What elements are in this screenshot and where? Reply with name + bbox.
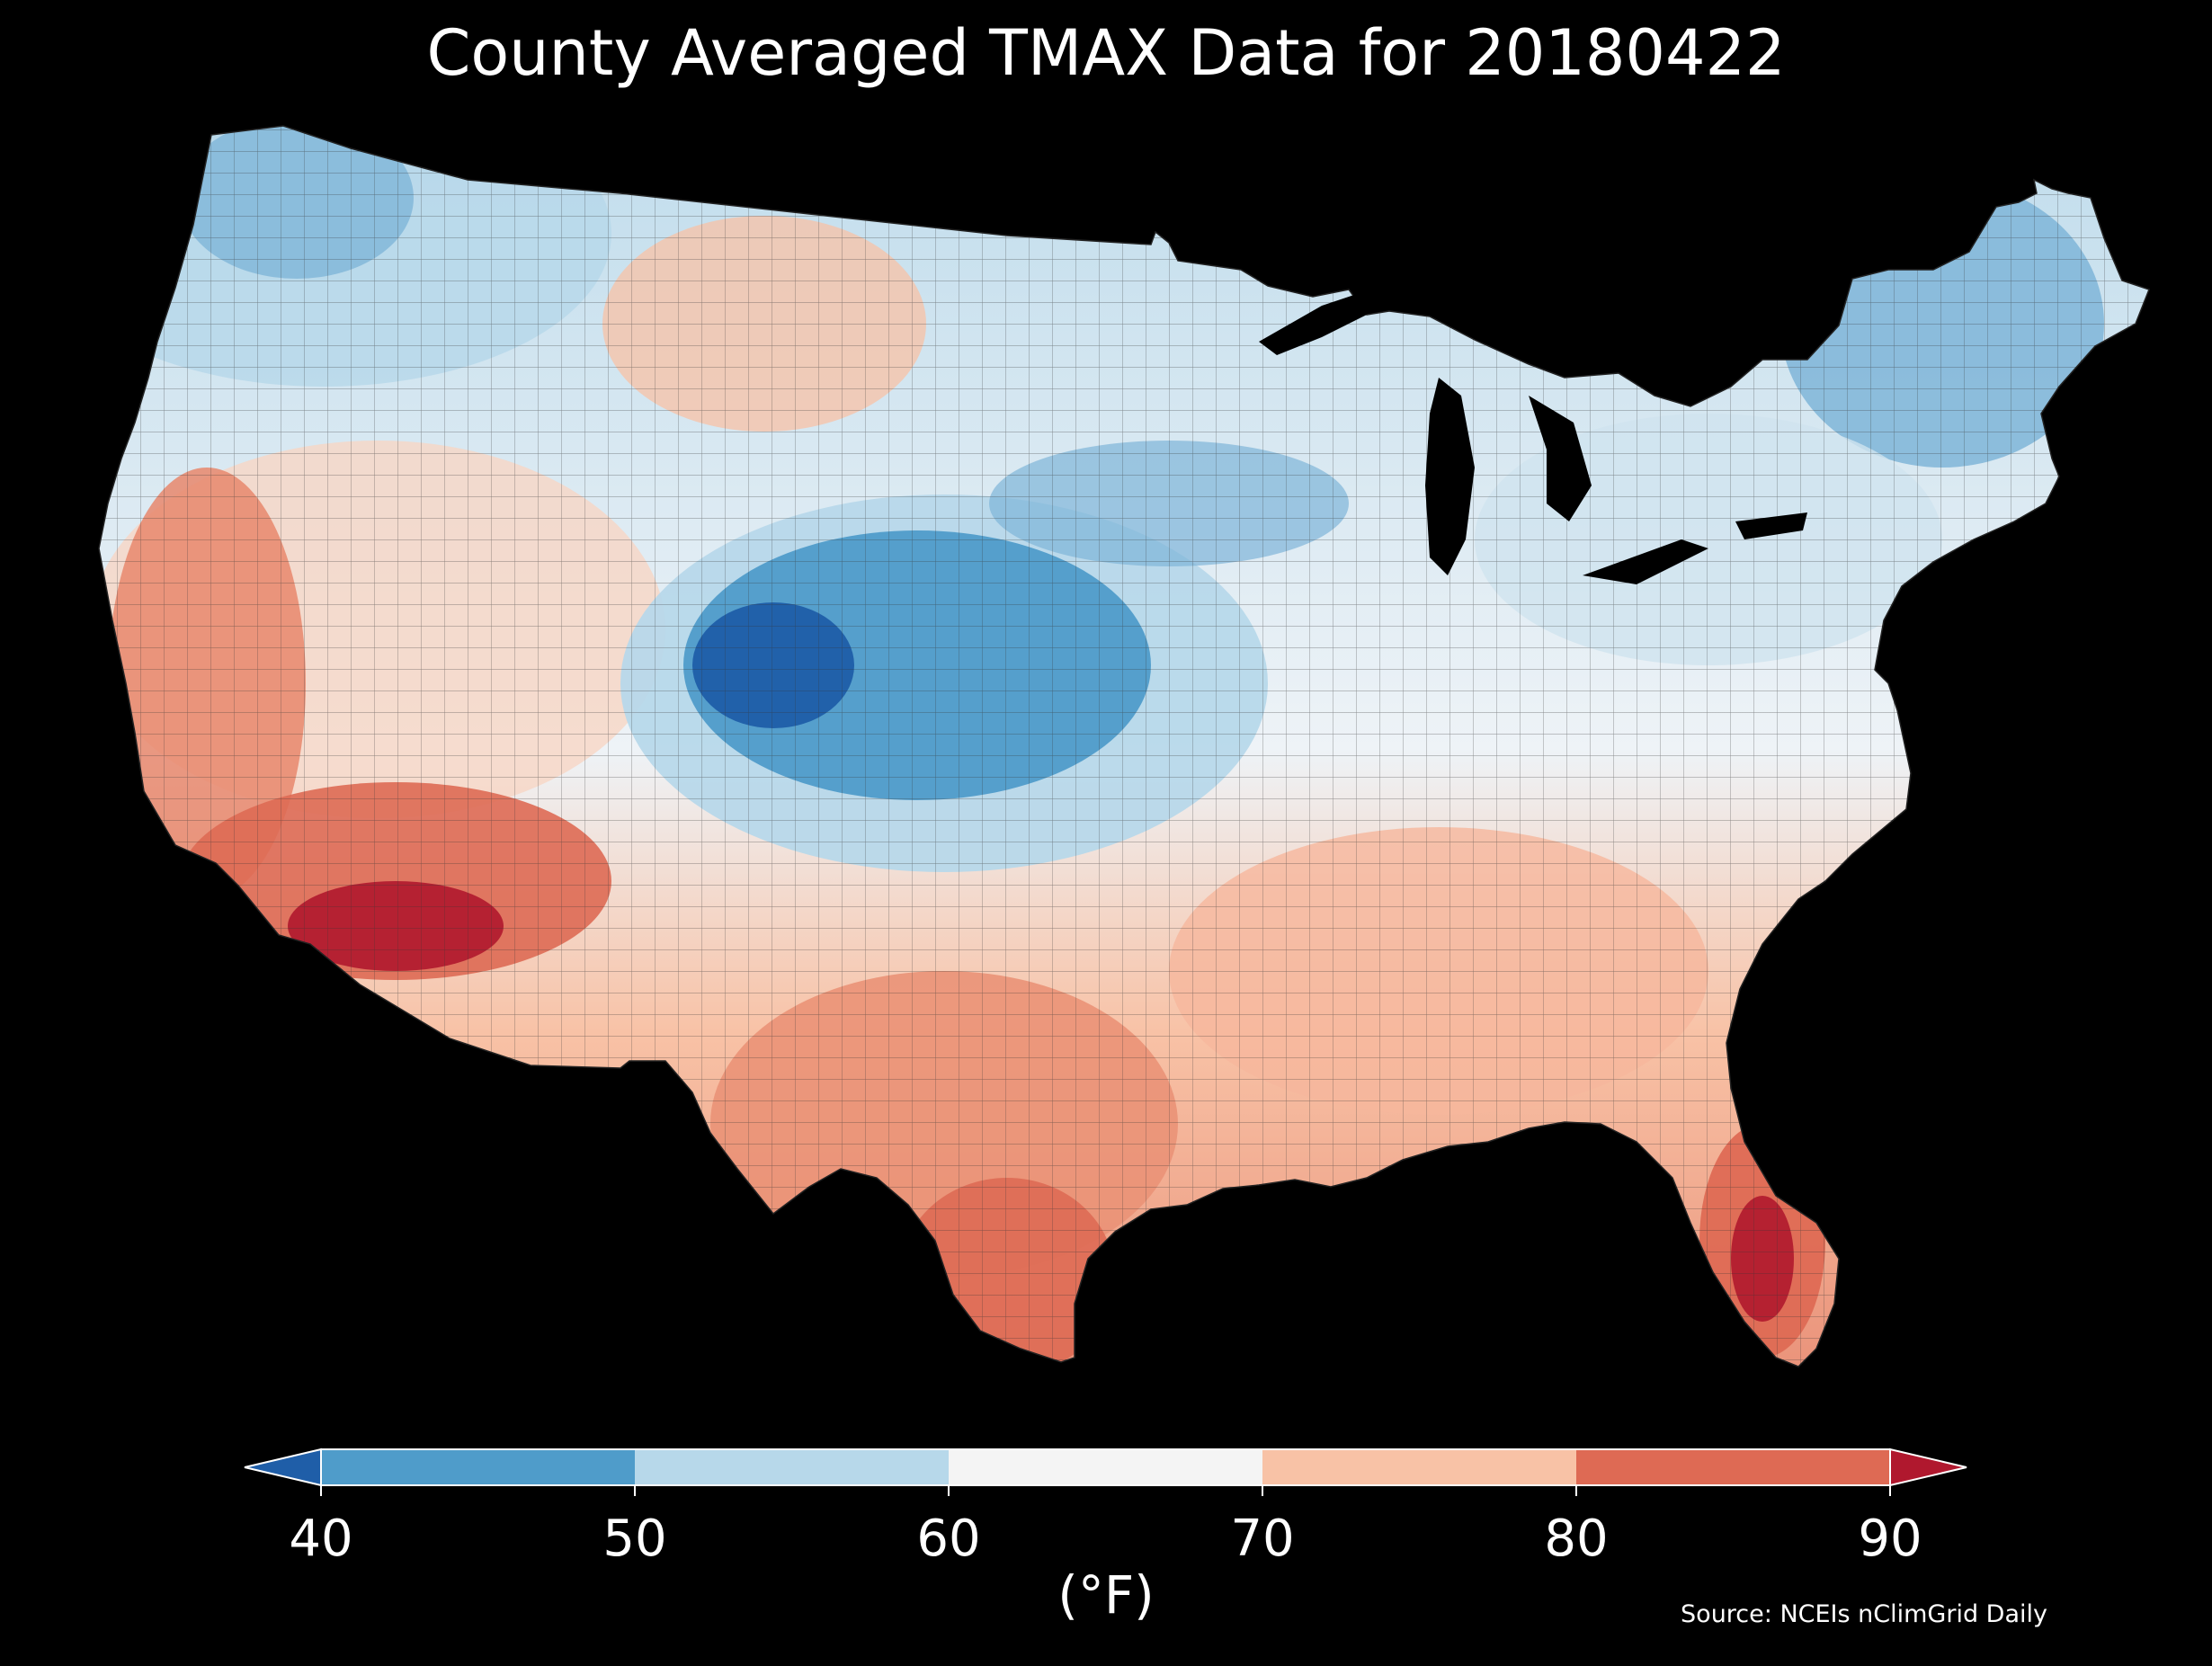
colorbar-bin-70-80: [1262, 1449, 1576, 1485]
map-title: County Averaged TMAX Data for 20180422: [426, 16, 1786, 90]
source-credit: Source: NCEIs nClimGrid Daily: [1681, 1600, 2047, 1628]
lake-huron: [1529, 396, 1592, 521]
colorbar-outline: [320, 1448, 1891, 1486]
lake-superior: [1259, 288, 1376, 355]
colorbar-bin-50-60: [635, 1449, 949, 1485]
colorbar-tick-label: 90: [1858, 1510, 1922, 1568]
colorbar-extend-low: [244, 1448, 322, 1487]
colorbar-tick-label: 40: [289, 1510, 352, 1568]
colorbar-bin-60-70: [949, 1449, 1262, 1485]
colorbar-tick-label: 70: [1230, 1510, 1294, 1568]
colorbar-unit-label: (°F): [1057, 1564, 1155, 1626]
colorbar-bin-40-50: [321, 1449, 635, 1485]
colorbar-tick-label: 50: [602, 1510, 666, 1568]
lake-erie: [1583, 539, 1708, 584]
colorbar-bin-80-90: [1576, 1449, 1890, 1485]
colorbar-extend-high: [1889, 1448, 1967, 1487]
colorbar-tick-label: 80: [1544, 1510, 1608, 1568]
lake-ontario: [1735, 512, 1807, 539]
colorbar-tick-label: 60: [916, 1510, 980, 1568]
lake-michigan: [1425, 378, 1475, 575]
